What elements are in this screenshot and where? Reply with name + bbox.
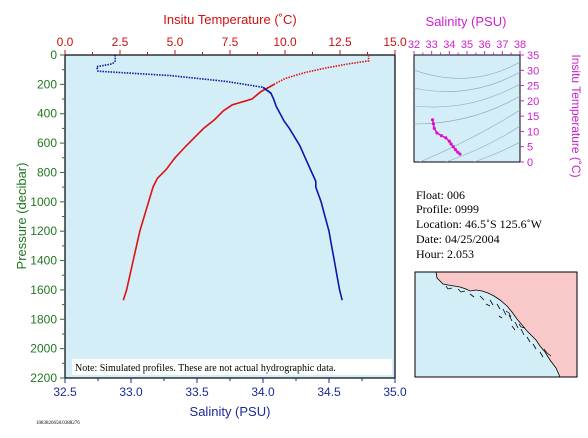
ts-temperature-title: Insitu Temperature (˚C) [569,54,583,177]
ts-salinity-tick-label: 32 [408,39,420,51]
temperature-tick-label: 12.5 [328,35,352,49]
ts-point [444,136,448,140]
ts-temperature-ticks: 0 5 10 15 20 25 30 35 [520,50,539,169]
ts-point [458,152,462,156]
pressure-tick-label: 1400 [30,254,57,268]
location-label: Location: 46.5˚S 125.6˚W [416,217,543,231]
ts-temperature-tick-label: 5 [527,142,533,154]
pressure-tick-label: 2200 [30,371,57,385]
ts-chart: 32 33 34 35 36 37 38 0 5 10 15 20 25 30 35 Salinity (… [408,14,583,178]
footer-id: 1083826658.0388276 [36,421,80,426]
temperature-line-upper [260,55,370,93]
density-contour [419,109,520,162]
temperature-axis-title: Insitu Temperature (˚C) [163,12,296,27]
note-box [72,359,392,375]
ts-plot-area [413,54,521,163]
map-land [435,271,578,378]
ts-temperature-tick-label: 0 [527,157,533,169]
pressure-tick-label: 0 [50,48,57,62]
pressure-tick-label: 1000 [30,195,57,209]
profile-info: Float: 006 Profile: 0999 Location: 46.5˚… [416,188,543,261]
ts-points [430,118,462,156]
ts-salinity-ticks: 32 33 34 35 36 37 38 [408,39,526,55]
profile-plot-area [64,54,396,379]
density-contour [473,141,520,162]
temperature-tick-label: 15.0 [383,35,407,49]
ts-point [447,139,451,143]
map-coast-islands [469,293,544,358]
ts-point [456,150,460,154]
hour-label: Hour: 2.053 [416,247,474,261]
density-contours [414,61,520,162]
salinity-tick-label: 33.0 [119,385,143,399]
pressure-tick-label: 600 [37,136,57,150]
temperature-axis-ticks: 0.0 2.5 5.0 7.5 10.0 12.5 15.0 [57,35,407,55]
map-coast-detail [445,285,552,357]
salinity-line-lower [262,86,343,301]
float-label: Float: 006 [416,188,465,202]
salinity-tick-label: 34.5 [317,385,341,399]
density-contour [414,83,520,108]
ts-point [453,148,458,152]
ts-point [431,122,436,126]
pressure-axis-title: Pressure (decibar) [14,163,29,270]
pressure-tick-label: 400 [37,107,57,121]
salinity-axis-title: Salinity (PSU) [190,404,271,419]
temperature-tick-label: 0.0 [57,35,74,49]
date-label: Date: 04/25/2004 [416,232,500,246]
density-contour [414,61,520,79]
ts-point [449,142,453,146]
pressure-tick-label: 1200 [30,224,57,238]
ts-salinity-tick-label: 36 [479,39,491,51]
map-frame [414,271,578,378]
pressure-tick-label: 2000 [30,342,57,356]
salinity-tick-label: 35.0 [383,385,407,399]
temperature-tick-label: 2.5 [112,35,129,49]
density-contour [414,95,520,125]
salinity-line-upper [95,55,272,94]
temperature-profile [122,55,370,301]
salinity-axis-ticks: 32.5 33.0 33.5 34.0 34.5 35.0 [53,378,407,399]
ts-point [451,145,455,149]
ts-point [439,134,443,138]
density-contour [445,125,520,162]
profile-chart: 0.0 2.5 5.0 7.5 10.0 12.5 15.0 32.5 33.0 33.5 34.… [14,12,407,419]
temperature-tick-label: 5.0 [167,35,184,49]
pressure-tick-label: 800 [37,165,57,179]
ts-temperature-tick-label: 10 [527,126,539,138]
ts-temperature-tick-label: 35 [527,50,539,62]
ts-temperature-tick-label: 15 [527,111,539,123]
ts-point [435,131,439,135]
salinity-tick-label: 33.5 [185,385,209,399]
temperature-tick-label: 7.5 [222,35,239,49]
ts-salinity-tick-label: 33 [426,39,438,51]
temperature-line-lower [122,83,275,301]
ts-point [432,126,436,130]
ts-temperature-tick-label: 20 [527,96,539,108]
ts-temperature-tick-label: 30 [527,65,539,77]
profile-label: Profile: 0999 [416,202,479,216]
density-contour [414,71,520,92]
ts-salinity-tick-label: 37 [496,39,508,51]
pressure-axis-ticks: 0 200 400 600 800 1000 1200 1400 1600 1800 2000 220… [30,48,65,385]
note-text: Note: Simulated profiles. These are not … [75,363,336,374]
ts-salinity-tick-label: 35 [461,39,473,51]
ts-salinity-tick-label: 34 [443,39,455,51]
pressure-tick-label: 1800 [30,312,57,326]
salinity-tick-label: 34.0 [251,385,275,399]
location-map [414,271,578,378]
ts-point [430,118,435,122]
salinity-profile [95,55,343,301]
salinity-tick-label: 32.5 [53,385,77,399]
pressure-tick-label: 200 [37,77,57,91]
ts-salinity-title: Salinity (PSU) [426,14,507,29]
ts-temperature-tick-label: 25 [527,81,539,93]
pressure-tick-label: 1600 [30,283,57,297]
ts-salinity-tick-label: 38 [514,39,526,51]
temperature-tick-label: 10.0 [273,35,297,49]
